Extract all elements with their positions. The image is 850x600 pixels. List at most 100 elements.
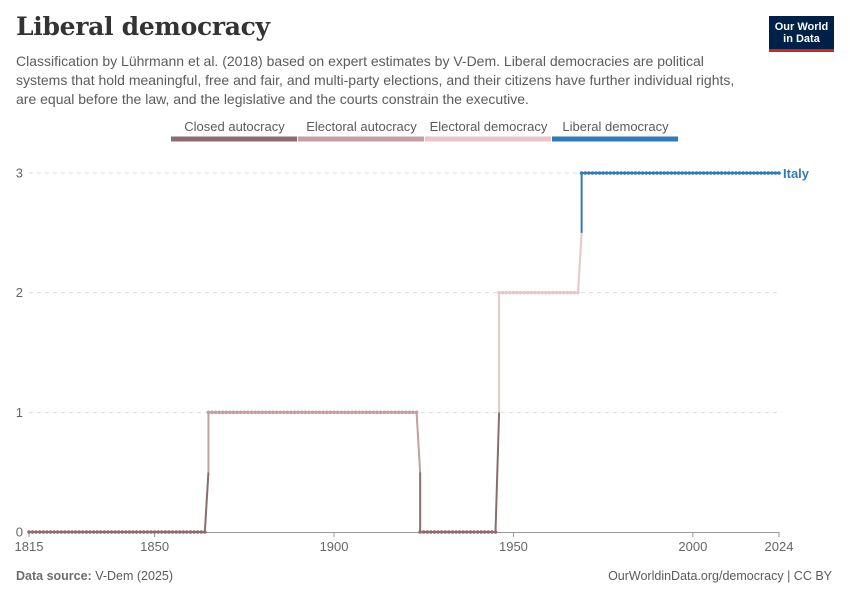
data-point	[41, 530, 46, 534]
data-point	[533, 290, 537, 295]
data-point	[220, 410, 225, 415]
data-source-value[interactable]: V-Dem (2025)	[95, 569, 174, 583]
data-point	[238, 410, 243, 415]
data-point	[561, 290, 566, 295]
data-point	[228, 410, 232, 415]
x-axis: 1815 1850 1900 1950 2000 2024	[15, 532, 793, 554]
legend-swatch	[171, 136, 297, 142]
data-point	[633, 171, 638, 175]
data-point	[292, 410, 297, 415]
data-point	[464, 530, 469, 534]
data-point	[393, 410, 397, 415]
data-point	[490, 530, 494, 534]
data-point	[658, 171, 663, 175]
data-point	[210, 410, 214, 415]
data-point	[145, 530, 150, 534]
data-point	[353, 410, 358, 415]
data-point	[328, 410, 333, 415]
data-point	[504, 290, 509, 295]
data-point	[37, 530, 42, 534]
legend-swatch	[552, 136, 678, 142]
data-point	[378, 410, 383, 415]
data-point	[766, 171, 771, 175]
legend-label[interactable]: Electoral democracy	[430, 119, 548, 134]
data-point	[84, 530, 89, 534]
data-point	[569, 290, 573, 295]
data-point	[400, 410, 405, 415]
data-point	[131, 530, 135, 534]
data-point	[723, 171, 727, 175]
data-point	[235, 410, 239, 415]
data-point	[472, 530, 476, 534]
data-point	[264, 410, 268, 415]
data-point	[712, 171, 717, 175]
data-point	[547, 290, 552, 295]
data-point	[716, 171, 720, 175]
series-label[interactable]: Italy	[783, 166, 810, 181]
data-point	[540, 290, 544, 295]
data-point	[256, 410, 261, 415]
data-point	[436, 530, 440, 534]
data-point	[346, 410, 351, 415]
data-point	[425, 530, 430, 534]
data-point	[673, 171, 677, 175]
data-point	[285, 410, 290, 415]
data-point	[744, 171, 749, 175]
footer-url[interactable]: OurWorldinData.org/democracy | CC BY	[608, 569, 832, 583]
data-point	[325, 410, 329, 415]
data-point	[403, 410, 408, 415]
data-point	[249, 410, 254, 415]
owid-logo[interactable]: Our World in Data	[769, 16, 834, 52]
data-point	[579, 171, 584, 175]
data-point	[231, 410, 236, 415]
data-point	[536, 290, 541, 295]
data-point	[88, 530, 92, 534]
data-point	[109, 530, 114, 534]
data-point	[335, 410, 340, 415]
data-point	[274, 410, 279, 415]
chart-title: Liberal democracy	[16, 12, 270, 41]
data-point	[518, 290, 523, 295]
data-point	[159, 530, 164, 534]
data-point	[224, 410, 229, 415]
data-point	[332, 410, 336, 415]
data-point	[368, 410, 372, 415]
data-point	[447, 530, 451, 534]
legend-label[interactable]: Closed autocracy	[184, 119, 285, 134]
data-point	[683, 171, 688, 175]
data-point	[626, 171, 631, 175]
data-point	[52, 530, 56, 534]
series-transition	[494, 412, 501, 533]
x-tick-label: 1815	[15, 539, 44, 554]
data-point	[752, 171, 756, 175]
data-point	[116, 530, 121, 534]
data-point	[253, 410, 257, 415]
data-point	[27, 530, 31, 534]
series-transition	[577, 232, 583, 293]
legend-label[interactable]: Liberal democracy	[562, 119, 669, 134]
x-tick-label: 2000	[678, 539, 707, 554]
data-point	[407, 410, 412, 415]
data-point	[246, 410, 250, 415]
data-point	[543, 290, 548, 295]
series-transition	[415, 412, 422, 473]
series-italy[interactable]: Italy	[27, 166, 810, 534]
data-point	[461, 530, 466, 534]
data-point	[432, 530, 437, 534]
data-point	[124, 530, 128, 534]
data-point	[321, 410, 326, 415]
data-point	[612, 171, 616, 175]
data-point	[278, 410, 282, 415]
data-point	[665, 171, 670, 175]
legend-label[interactable]: Electoral autocracy	[306, 119, 417, 134]
data-point	[651, 171, 656, 175]
data-point	[565, 290, 570, 295]
data-point	[644, 171, 649, 175]
data-point	[622, 171, 627, 175]
data-point	[30, 530, 35, 534]
data-point	[91, 530, 96, 534]
data-point	[526, 290, 530, 295]
data-point	[138, 530, 143, 534]
data-point	[726, 171, 731, 175]
data-point	[439, 530, 444, 534]
